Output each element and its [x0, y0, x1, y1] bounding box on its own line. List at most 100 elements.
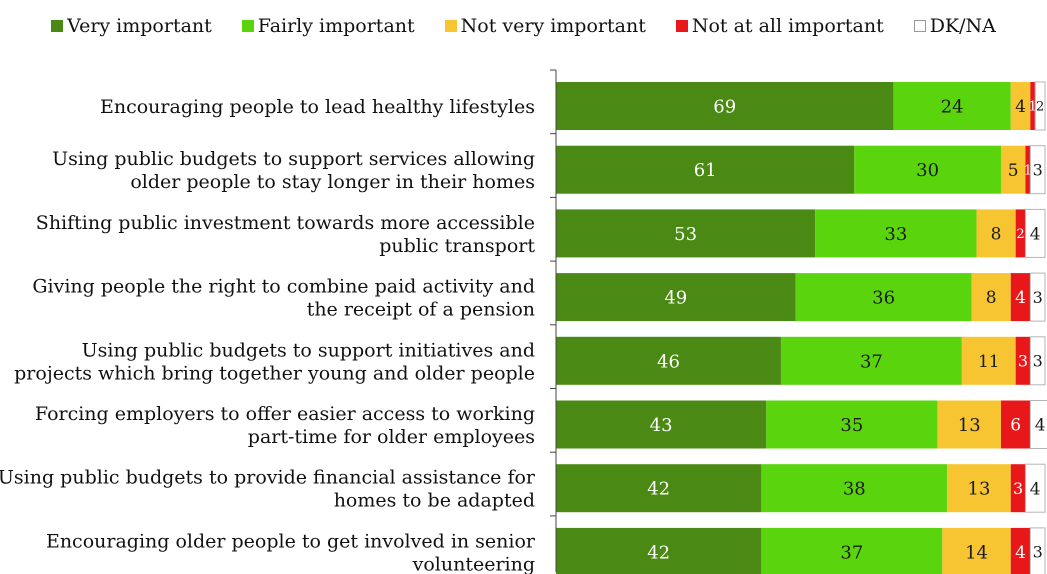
- data-label: 37: [840, 542, 863, 563]
- bar-segment: [556, 336, 781, 385]
- data-label: 3: [1013, 479, 1023, 498]
- bar-segment: [1010, 527, 1031, 574]
- bar-segment: [1029, 145, 1046, 195]
- data-label: 43: [650, 415, 673, 436]
- legend-item: Very important: [51, 15, 212, 37]
- data-label: 5: [1008, 161, 1019, 181]
- data-label: 53: [674, 224, 697, 245]
- category-label-line: Using public budgets to support initiati…: [82, 339, 535, 361]
- data-label: 4: [1015, 288, 1026, 308]
- category-label-line: part-time for older employees: [248, 426, 535, 448]
- legend-item: Fairly important: [241, 15, 415, 37]
- legend-label: Fairly important: [257, 15, 415, 37]
- bar-segment: [1029, 400, 1047, 449]
- legend-item: DK/NA: [913, 15, 996, 37]
- data-label: 36: [872, 288, 895, 309]
- data-label: 35: [840, 415, 863, 436]
- category-label: Encouraging people to lead healthy lifes…: [100, 96, 535, 118]
- data-label: 37: [860, 351, 883, 372]
- data-label: 3: [1033, 352, 1043, 371]
- bar-segment: [893, 82, 1011, 130]
- bar-segment: [1010, 464, 1026, 513]
- category-label: Using public budgets to provide financia…: [0, 467, 536, 512]
- category-label: Encouraging older people to get involved…: [46, 530, 536, 574]
- category-label: Using public budgets to support services…: [52, 148, 535, 193]
- category-label-line: Giving people the right to combine paid …: [32, 276, 535, 298]
- bar-segment: [1015, 336, 1031, 385]
- category-label-line: Forcing employers to offer easier access…: [35, 403, 535, 425]
- category-label: Giving people the right to combine paid …: [32, 276, 535, 321]
- data-label: 4: [1015, 97, 1026, 117]
- bar-segment: [971, 273, 1011, 322]
- legend-swatch: [675, 20, 688, 32]
- data-label: 13: [958, 415, 981, 436]
- data-label: 13: [968, 479, 991, 500]
- bar-segment: [942, 527, 1011, 574]
- bar-segment: [761, 527, 943, 574]
- data-label: 24: [941, 96, 964, 117]
- legend-swatch: [241, 20, 254, 32]
- bar-segment: [1030, 82, 1036, 130]
- bar-segment: [976, 209, 1016, 258]
- category-label: Forcing employers to offer easier access…: [35, 403, 535, 448]
- bar-segment: [1000, 145, 1026, 194]
- data-label: 30: [916, 160, 939, 181]
- bar-segment: [556, 209, 816, 258]
- bar-segment: [795, 273, 972, 322]
- data-label: 61: [694, 160, 717, 181]
- data-label: 11: [978, 352, 1000, 372]
- bar-segment: [556, 273, 796, 322]
- legend-item: Not at all important: [675, 15, 884, 37]
- category-label-line: projects which bring together young and …: [14, 362, 535, 384]
- bar-segment: [1029, 272, 1046, 322]
- data-label: 3: [1018, 352, 1028, 371]
- data-label: 1: [1029, 100, 1037, 115]
- data-label: 4: [1030, 479, 1041, 499]
- data-label: 3: [1033, 288, 1043, 307]
- category-label-line: volunteering: [412, 553, 535, 574]
- bar-segment: [556, 400, 767, 449]
- bar-segment: [1010, 273, 1031, 322]
- bar-segment: [1025, 145, 1031, 194]
- bar-segment: [937, 400, 1001, 449]
- legend-label: Very important: [67, 15, 212, 37]
- category-label-line: public transport: [379, 235, 535, 257]
- bar-segment: [815, 209, 977, 258]
- bar-segment: [1010, 82, 1031, 130]
- category-label-line: the receipt of a pension: [307, 299, 535, 321]
- chart-legend: Very important Fairly important Not very i…: [0, 8, 1047, 44]
- legend-label: DK/NA: [929, 15, 996, 37]
- bar-segment: [1015, 209, 1026, 258]
- data-label: 14: [965, 542, 988, 563]
- data-label: 38: [843, 479, 866, 500]
- bar-segment: [854, 145, 1001, 194]
- category-label: Shifting public investment towards more …: [36, 212, 536, 257]
- bar-segment: [556, 145, 855, 194]
- data-label: 4: [1035, 416, 1046, 436]
- data-label: 2: [1036, 100, 1044, 115]
- data-label: 6: [1010, 416, 1021, 436]
- bar-segment: [1029, 336, 1046, 386]
- data-label: 33: [884, 224, 907, 245]
- data-label: 69: [713, 96, 736, 117]
- bar-segment: [1029, 527, 1046, 574]
- bar-segment: [761, 464, 948, 513]
- legend-swatch: [913, 20, 926, 32]
- legend-item: Not very important: [444, 15, 646, 37]
- legend-swatch: [444, 20, 457, 32]
- data-label: 1: [1024, 163, 1032, 178]
- data-label: 46: [657, 351, 680, 372]
- data-label: 3: [1033, 543, 1043, 562]
- legend-label: Not very important: [460, 15, 646, 37]
- data-label: 3: [1033, 160, 1043, 179]
- data-label: 42: [647, 479, 670, 500]
- category-label-line: older people to stay longer in their hom…: [130, 171, 535, 193]
- category-label-line: homes to be adapted: [334, 490, 535, 512]
- data-label: 4: [1015, 543, 1026, 563]
- category-label-line: Shifting public investment towards more …: [36, 212, 535, 234]
- data-label: 8: [986, 288, 997, 308]
- bar-segment: [1000, 400, 1031, 449]
- category-label-line: Encouraging older people to get involved…: [46, 530, 536, 552]
- category-label-line: Using public budgets to provide financia…: [0, 467, 536, 489]
